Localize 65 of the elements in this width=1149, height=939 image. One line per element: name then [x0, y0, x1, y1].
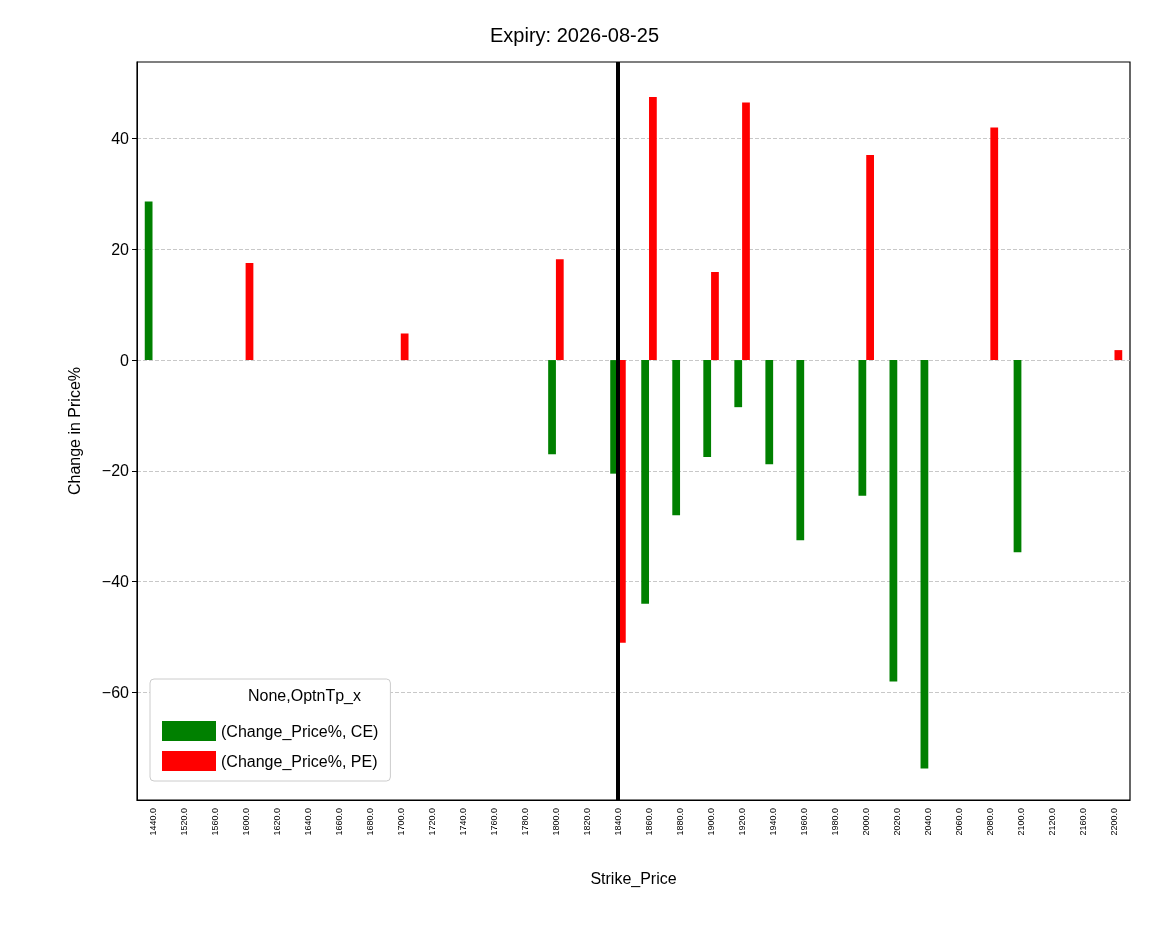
x-tick-label: 1800.0 — [550, 808, 561, 836]
bar — [400, 333, 409, 361]
x-tick-label: 1820.0 — [581, 808, 592, 836]
x-tick-label: 1700.0 — [395, 808, 406, 836]
x-tick-label: 1640.0 — [302, 808, 313, 836]
legend-title: None,OptnTp_x — [248, 686, 361, 705]
y-tick-label: 20 — [111, 240, 130, 258]
x-tick-label: 2040.0 — [923, 808, 934, 836]
bar — [734, 360, 743, 408]
x-tick-label: 1680.0 — [364, 808, 375, 836]
x-tick-label: 1860.0 — [644, 808, 655, 836]
x-tick-label: 2020.0 — [892, 808, 903, 836]
bar — [555, 259, 564, 361]
x-tick-label: 1880.0 — [675, 808, 686, 836]
bar — [703, 360, 712, 458]
x-tick-label: 1840.0 — [612, 808, 623, 836]
x-tick-label: 2120.0 — [1047, 808, 1058, 836]
y-axis-title: Change in Price% — [65, 366, 83, 496]
bar — [245, 263, 254, 361]
bar — [548, 360, 556, 455]
x-tick-label: 1920.0 — [737, 808, 748, 836]
bar — [711, 271, 719, 361]
bar — [990, 127, 999, 361]
bar — [1114, 350, 1123, 361]
y-tick-label: −60 — [101, 684, 130, 702]
x-tick-label: 1760.0 — [488, 808, 499, 836]
x-tick-label: 2060.0 — [954, 808, 965, 836]
x-tick-label: 2160.0 — [1078, 808, 1089, 836]
bar — [858, 360, 867, 496]
y-tick-label: −40 — [101, 573, 130, 591]
y-tick-label: 40 — [111, 129, 130, 147]
x-tick-label: 1440.0 — [147, 808, 158, 836]
bar — [649, 96, 657, 361]
bar — [765, 360, 774, 465]
bar — [1013, 360, 1022, 553]
legend-label: (Change_Price%, CE) — [221, 722, 379, 741]
x-tick-label: 1740.0 — [457, 808, 468, 836]
x-tick-label: 1520.0 — [178, 808, 189, 836]
x-tick-label: 1960.0 — [799, 808, 810, 836]
bar — [866, 155, 874, 361]
y-tick-label: 0 — [120, 351, 130, 369]
bar — [144, 201, 153, 361]
x-tick-label: 1720.0 — [426, 808, 437, 836]
x-tick-label: 1980.0 — [830, 808, 841, 836]
bar — [920, 360, 929, 769]
x-tick-label: 2100.0 — [1016, 808, 1027, 836]
bar — [672, 360, 681, 516]
x-tick-label: 1600.0 — [240, 808, 251, 836]
bar — [796, 360, 805, 541]
x-tick-label: 2200.0 — [1109, 808, 1120, 836]
x-tick-label: 1560.0 — [209, 808, 220, 836]
legend-label: (Change_Price%, PE) — [221, 752, 378, 771]
x-tick-label: 1900.0 — [706, 808, 717, 836]
chart-title: Expiry: 2026-08-25 — [490, 24, 659, 46]
x-tick-label: 1940.0 — [768, 808, 779, 836]
bar — [889, 360, 898, 682]
x-axis-title: Strike_Price — [590, 869, 677, 888]
y-tick-label: −20 — [101, 462, 130, 480]
bar — [742, 102, 750, 361]
x-tick-label: 1780.0 — [519, 808, 530, 836]
x-tick-label: 2080.0 — [985, 808, 996, 836]
bar — [641, 360, 650, 604]
x-tick-label: 1620.0 — [271, 808, 282, 836]
x-tick-label: 1660.0 — [333, 808, 344, 836]
x-tick-label: 2000.0 — [861, 808, 872, 836]
